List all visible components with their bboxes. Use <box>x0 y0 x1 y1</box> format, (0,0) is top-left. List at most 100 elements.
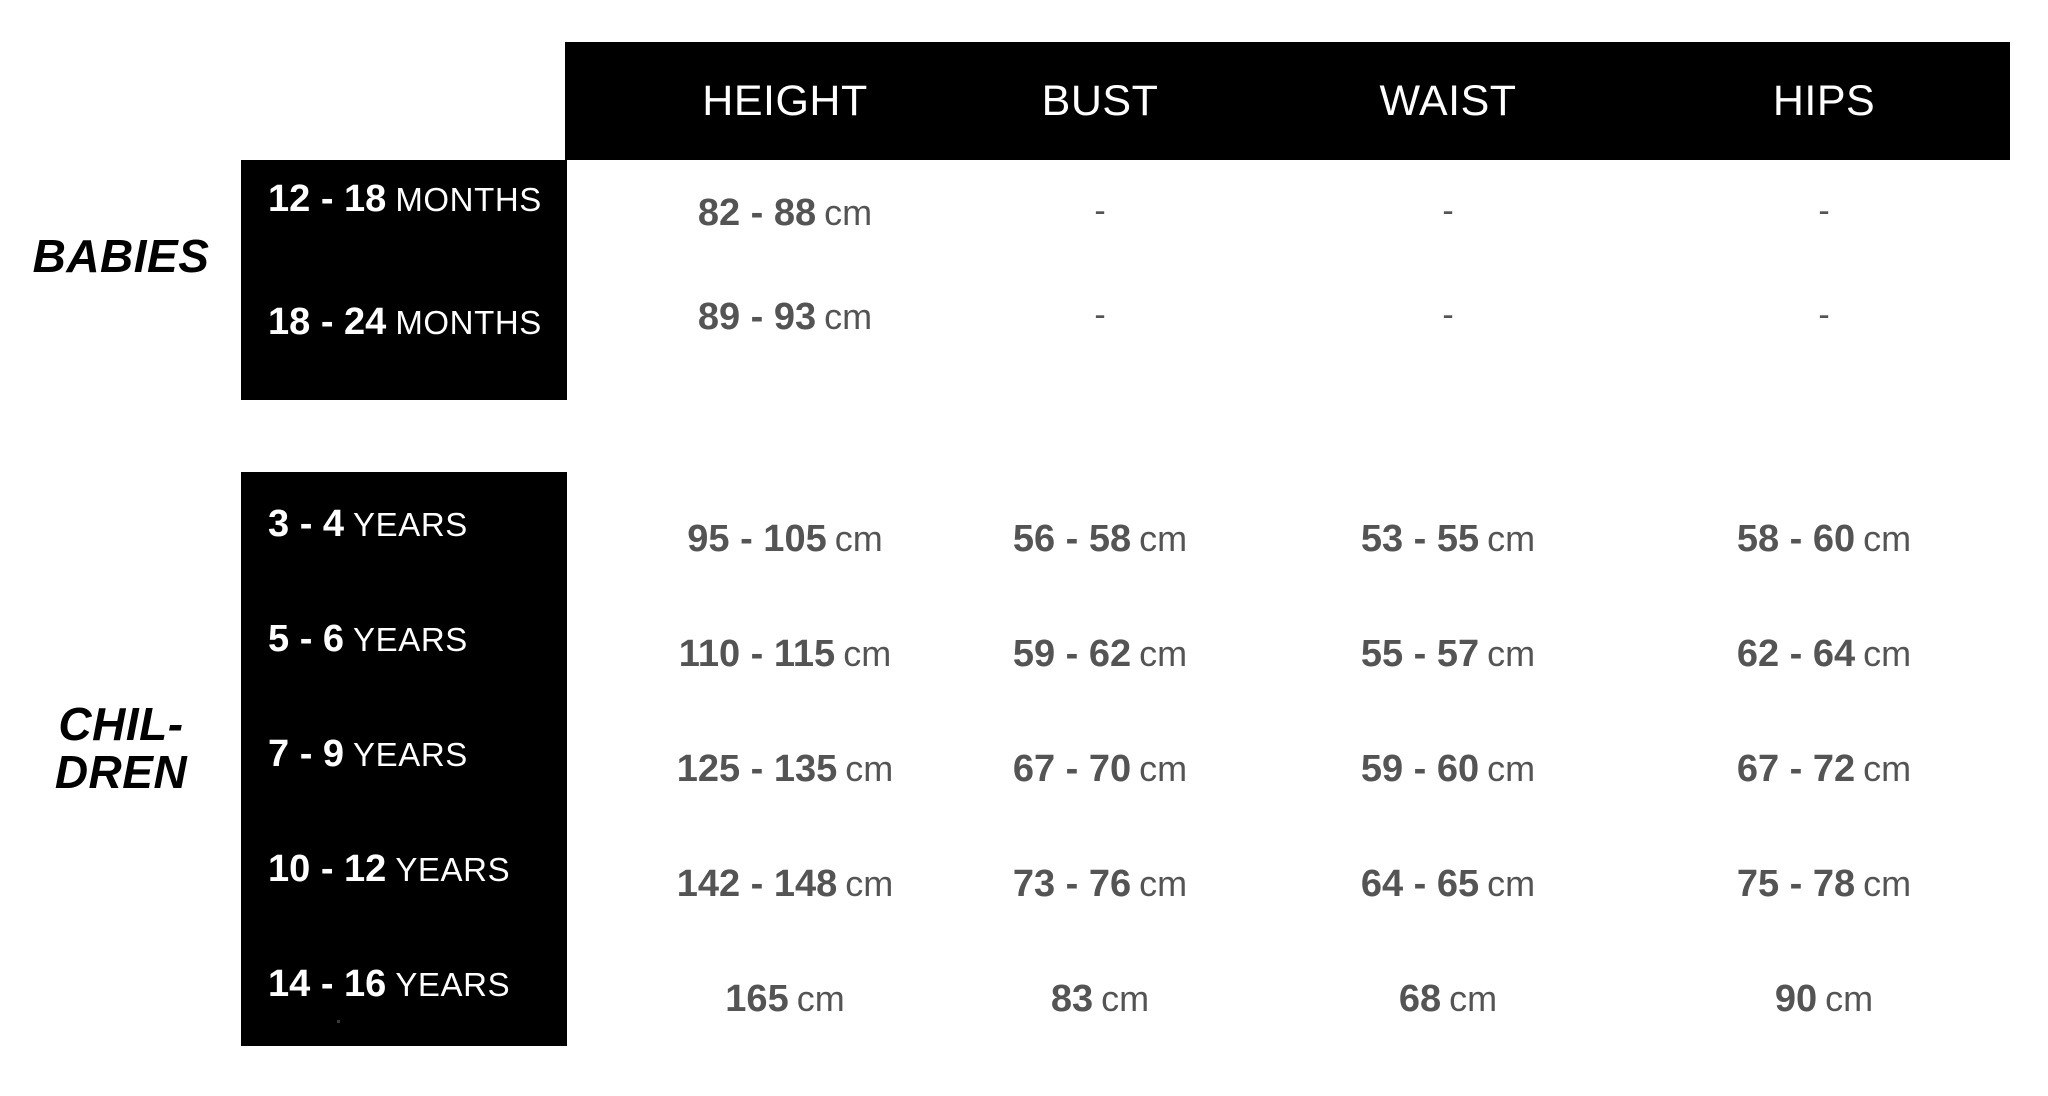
data-unit: cm <box>1863 518 1912 559</box>
data-value: 68 <box>1398 978 1442 1020</box>
speck-artifact <box>337 1020 340 1023</box>
data-value: 110 - 115 <box>678 633 836 675</box>
data-unit: cm <box>845 863 894 904</box>
age-row-children-3: 10 - 12 YEARS <box>268 848 510 891</box>
children-age-block <box>241 472 567 1046</box>
data-cell-children-3-2: 64 - 65 cm <box>1361 863 1535 906</box>
data-value: 64 - 65 <box>1360 863 1480 905</box>
age-unit: YEARS <box>353 736 468 773</box>
data-unit: cm <box>1487 863 1536 904</box>
age-row-children-2: 7 - 9 YEARS <box>268 733 468 776</box>
data-value: 59 - 60 <box>1360 748 1480 790</box>
data-cell-children-2-1: 67 - 70 cm <box>1013 748 1187 791</box>
data-cell-children-2-2: 59 - 60 cm <box>1361 748 1535 791</box>
group-label-children: CHIL- DREN <box>54 698 188 799</box>
age-unit: MONTHS <box>395 181 542 218</box>
data-cell-children-0-1: 56 - 58 cm <box>1013 518 1187 561</box>
data-cell-children-3-3: 75 - 78 cm <box>1737 863 1911 906</box>
data-value: 75 - 78 <box>1736 863 1856 905</box>
data-unit: cm <box>796 978 845 1019</box>
data-cell-children-4-0: 165 cm <box>725 978 844 1021</box>
data-value: 55 - 57 <box>1360 633 1480 675</box>
data-unit: cm <box>1863 863 1912 904</box>
data-unit: cm <box>1863 633 1912 674</box>
data-cell-children-4-1: 83 cm <box>1051 978 1149 1021</box>
age-range: 12 - 18 <box>268 178 387 220</box>
data-unit: cm <box>824 296 873 337</box>
data-cell-children-3-0: 142 - 148 cm <box>677 863 894 906</box>
data-cell-children-1-3: 62 - 64 cm <box>1737 633 1911 676</box>
data-cell-children-2-3: 67 - 72 cm <box>1737 748 1911 791</box>
data-dash: - <box>1442 296 1454 334</box>
age-range: 18 - 24 <box>268 301 387 343</box>
data-value: 58 - 60 <box>1736 518 1856 560</box>
data-unit: cm <box>1139 518 1188 559</box>
data-cell-babies-1-1: - <box>1094 296 1105 335</box>
data-value: 125 - 135 <box>676 748 838 790</box>
data-value: 142 - 148 <box>676 863 838 905</box>
group-label-babies: BABIES <box>32 230 210 282</box>
data-unit: cm <box>1487 633 1536 674</box>
data-cell-children-1-0: 110 - 115 cm <box>679 633 891 676</box>
data-cell-babies-0-1: - <box>1094 192 1105 231</box>
data-unit: cm <box>1139 633 1188 674</box>
data-unit: cm <box>843 633 892 674</box>
age-unit: MONTHS <box>395 304 542 341</box>
data-unit: cm <box>845 748 894 789</box>
data-cell-children-1-2: 55 - 57 cm <box>1361 633 1535 676</box>
data-value: 53 - 55 <box>1360 518 1480 560</box>
age-range: 3 - 4 <box>268 503 345 545</box>
age-unit: YEARS <box>395 851 511 888</box>
column-header-hips: HIPS <box>1772 77 1876 125</box>
data-unit: cm <box>824 192 873 233</box>
data-unit: cm <box>1139 863 1188 904</box>
data-cell-children-1-1: 59 - 62 cm <box>1013 633 1187 676</box>
data-value: 95 - 105 <box>687 518 827 560</box>
data-dash: - <box>1442 192 1454 230</box>
age-unit: YEARS <box>395 966 511 1003</box>
data-unit: cm <box>834 518 883 559</box>
age-range: 14 - 16 <box>268 963 387 1005</box>
data-unit: cm <box>1487 748 1536 789</box>
data-dash: - <box>1094 192 1106 230</box>
column-header-height: HEIGHT <box>702 77 868 125</box>
age-unit: YEARS <box>353 506 468 543</box>
data-cell-children-3-1: 73 - 76 cm <box>1013 863 1187 906</box>
data-value: 62 - 64 <box>1736 633 1856 675</box>
data-cell-babies-1-0: 89 - 93 cm <box>698 296 872 339</box>
babies-age-block <box>241 160 567 400</box>
data-value: 82 - 88 <box>697 192 817 234</box>
data-cell-children-0-3: 58 - 60 cm <box>1737 518 1911 561</box>
age-row-babies-0: 12 - 18 MONTHS <box>268 178 542 221</box>
data-cell-babies-1-3: - <box>1818 296 1829 335</box>
age-range: 7 - 9 <box>268 733 345 775</box>
data-cell-babies-1-2: - <box>1442 296 1453 335</box>
data-value: 59 - 62 <box>1012 633 1132 675</box>
data-value: 83 <box>1050 978 1094 1020</box>
data-unit: cm <box>1863 748 1912 789</box>
age-row-children-4: 14 - 16 YEARS <box>268 963 510 1006</box>
data-cell-children-0-2: 53 - 55 cm <box>1361 518 1535 561</box>
table-header-bar: HEIGHT BUST WAIST HIPS <box>565 42 2010 160</box>
age-row-babies-1: 18 - 24 MONTHS <box>268 301 542 344</box>
age-range: 10 - 12 <box>268 848 387 890</box>
age-unit: YEARS <box>353 621 468 658</box>
data-dash: - <box>1818 296 1830 334</box>
data-value: 67 - 70 <box>1012 748 1132 790</box>
data-unit: cm <box>1101 978 1150 1019</box>
data-cell-babies-0-3: - <box>1818 192 1829 231</box>
data-unit: cm <box>1449 978 1498 1019</box>
data-cell-children-4-3: 90 cm <box>1775 978 1873 1021</box>
data-dash: - <box>1818 192 1830 230</box>
column-header-bust: BUST <box>1041 77 1159 125</box>
data-dash: - <box>1094 296 1106 334</box>
data-unit: cm <box>1825 978 1874 1019</box>
data-cell-children-2-0: 125 - 135 cm <box>677 748 894 791</box>
age-row-children-0: 3 - 4 YEARS <box>268 503 468 546</box>
column-header-waist: WAIST <box>1379 77 1517 125</box>
data-unit: cm <box>1139 748 1188 789</box>
data-cell-babies-0-0: 82 - 88 cm <box>698 192 872 235</box>
age-range: 5 - 6 <box>268 618 345 660</box>
data-value: 56 - 58 <box>1012 518 1132 560</box>
data-cell-babies-0-2: - <box>1442 192 1453 231</box>
